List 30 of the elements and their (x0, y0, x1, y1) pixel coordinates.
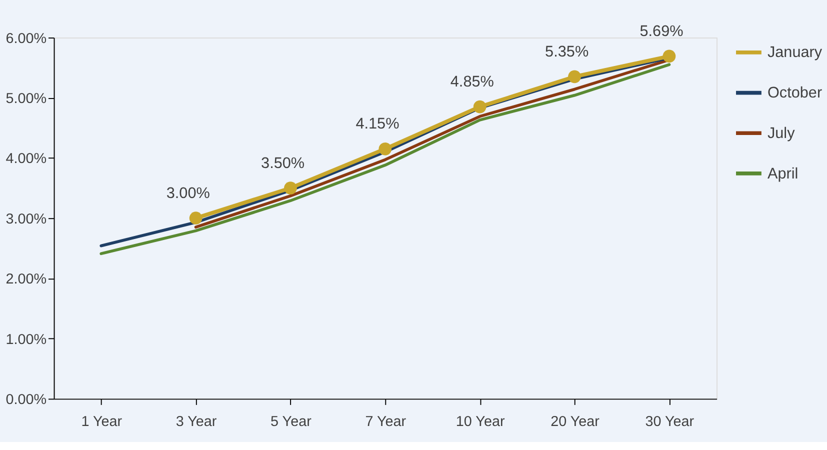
data-label: 4.15% (356, 116, 400, 133)
x-tick-label: 3 Year (176, 414, 217, 430)
x-tick-label: 7 Year (365, 414, 406, 430)
data-label: 3.00% (166, 184, 210, 202)
point (284, 182, 297, 194)
legend-label: July (767, 124, 796, 142)
y-tick-label: 2.00% (6, 272, 47, 288)
point (473, 100, 486, 114)
data-label: 5.69% (640, 23, 684, 40)
y-tick-label: 6.00% (6, 30, 47, 47)
y-tick-label: 1.00% (6, 332, 47, 348)
legend-label: January (767, 44, 822, 62)
data-label: 4.85% (450, 74, 494, 91)
point (662, 50, 676, 63)
x-tick-label: 30 Year (645, 414, 694, 430)
legend-label: April (767, 165, 798, 182)
point (189, 212, 202, 225)
x-tick-label: 1 Year (81, 414, 122, 430)
y-tick-label: 4.00% (6, 151, 47, 168)
point (568, 70, 581, 84)
y-tick-label: 3.00% (6, 211, 47, 228)
data-label: 3.50% (261, 154, 305, 172)
point (378, 142, 392, 156)
data-label: 5.35% (545, 43, 589, 60)
legend-label: October (767, 84, 822, 102)
x-tick-label: 10 Year (456, 414, 505, 430)
x-tick-label: 20 Year (550, 414, 600, 430)
y-tick-label: 0.00% (6, 392, 47, 408)
x-tick-label: 5 Year (270, 414, 312, 430)
y-tick-label: 5.00% (6, 91, 47, 108)
